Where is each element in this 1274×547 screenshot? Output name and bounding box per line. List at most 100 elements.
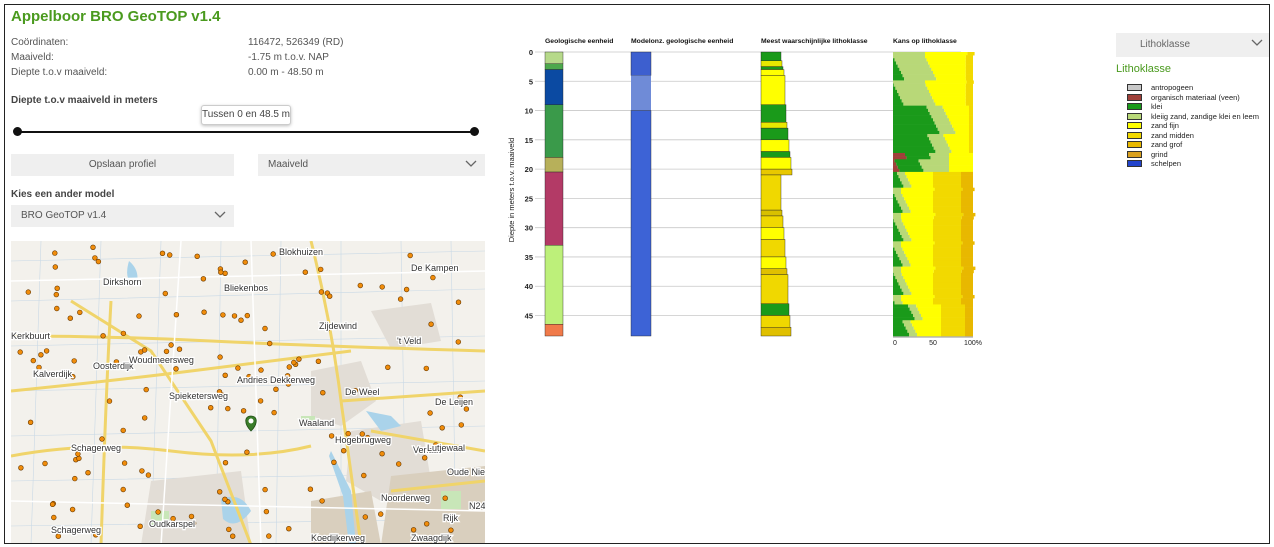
borehole-dot[interactable] <box>92 255 98 261</box>
borehole-dot[interactable] <box>124 502 131 508</box>
borehole-dot[interactable] <box>385 364 391 371</box>
borehole-dot[interactable] <box>242 259 248 265</box>
borehole-dot[interactable] <box>200 393 206 399</box>
borehole-dot[interactable] <box>270 251 276 257</box>
borehole-dot[interactable] <box>266 533 272 539</box>
borehole-dot[interactable] <box>190 520 197 526</box>
borehole-dot[interactable] <box>318 266 324 273</box>
borehole-dot[interactable] <box>302 269 308 275</box>
borehole-dot[interactable] <box>170 515 176 522</box>
borehole-dot[interactable] <box>120 330 127 337</box>
borehole-dot[interactable] <box>262 325 268 332</box>
borehole-dot[interactable] <box>361 472 367 479</box>
borehole-dot[interactable] <box>318 289 325 295</box>
borehole-dot[interactable] <box>70 374 76 380</box>
borehole-dot[interactable] <box>286 364 292 370</box>
borehole-dot[interactable] <box>433 442 439 448</box>
borehole-dot[interactable] <box>120 486 126 493</box>
borehole-dot[interactable] <box>457 394 463 400</box>
borehole-dot[interactable] <box>397 296 404 302</box>
borehole-dot[interactable] <box>168 342 174 348</box>
borehole-dot[interactable] <box>284 373 291 379</box>
borehole-dot[interactable] <box>216 389 223 395</box>
borehole-dot[interactable] <box>455 299 462 305</box>
borehole-dot[interactable] <box>267 340 273 347</box>
borehole-dot[interactable] <box>263 508 270 515</box>
borehole-dot[interactable] <box>410 527 417 533</box>
borehole-dot[interactable] <box>379 451 385 457</box>
borehole-dot[interactable] <box>17 349 23 355</box>
borehole-dot[interactable] <box>226 526 232 533</box>
borehole-dot[interactable] <box>194 253 200 259</box>
borehole-dot[interactable] <box>244 312 251 319</box>
borehole-dot[interactable] <box>291 359 297 366</box>
borehole-dot[interactable] <box>319 498 325 504</box>
borehole-dot[interactable] <box>424 521 430 527</box>
borehole-dot[interactable] <box>43 348 50 354</box>
borehole-dot[interactable] <box>240 408 247 414</box>
borehole-dot[interactable] <box>72 475 78 482</box>
reference-select[interactable]: Maaiveld <box>258 154 485 176</box>
borehole-dot[interactable] <box>407 252 413 259</box>
borehole-dot[interactable] <box>217 354 223 360</box>
borehole-dot[interactable] <box>222 496 228 502</box>
borehole-dot[interactable] <box>273 386 279 393</box>
borehole-dot[interactable] <box>167 252 173 258</box>
borehole-dot[interactable] <box>218 269 224 275</box>
borehole-dot[interactable] <box>315 358 322 365</box>
borehole-dot[interactable] <box>257 398 264 404</box>
map-canvas[interactable]: Blokhuizen Dirkshorn Bliekenbos De Kampen Zi… <box>11 241 485 544</box>
save-profile-button[interactable]: Opslaan profiel <box>11 154 234 176</box>
borehole-dot[interactable] <box>238 317 244 323</box>
borehole-dot[interactable] <box>463 406 470 412</box>
borehole-dot[interactable] <box>49 501 56 507</box>
borehole-dot[interactable] <box>455 339 461 345</box>
borehole-dot[interactable] <box>69 506 76 513</box>
borehole-dot[interactable] <box>341 448 347 454</box>
borehole-dot[interactable] <box>403 286 410 293</box>
borehole-dot[interactable] <box>231 313 238 319</box>
borehole-dot[interactable] <box>55 533 61 539</box>
borehole-dot[interactable] <box>54 305 60 312</box>
borehole-dot[interactable] <box>95 258 102 265</box>
borehole-dot[interactable] <box>439 425 445 431</box>
borehole-dot[interactable] <box>139 468 145 474</box>
borehole-dot[interactable] <box>71 358 77 364</box>
borehole-dot[interactable] <box>379 284 385 290</box>
borehole-dot[interactable] <box>331 459 337 466</box>
borehole-dot[interactable] <box>225 405 231 412</box>
borehole-dot[interactable] <box>286 526 292 532</box>
borehole-dot[interactable] <box>173 366 179 372</box>
borehole-dot[interactable] <box>244 449 250 455</box>
borehole-dot[interactable] <box>422 455 428 461</box>
borehole-dot[interactable] <box>67 315 73 321</box>
borehole-dot[interactable] <box>246 373 252 380</box>
borehole-dot[interactable] <box>378 511 384 517</box>
borehole-dot[interactable] <box>38 352 44 358</box>
borehole-dot[interactable] <box>258 367 264 373</box>
borehole-dot[interactable] <box>90 244 96 251</box>
borehole-dot[interactable] <box>155 509 161 515</box>
borehole-dot[interactable] <box>42 460 48 467</box>
borehole-dot[interactable] <box>222 460 229 466</box>
borehole-dot[interactable] <box>352 388 359 394</box>
borehole-dot[interactable] <box>51 514 57 521</box>
borehole-dot[interactable] <box>428 321 434 327</box>
borehole-dot[interactable] <box>77 309 83 316</box>
borehole-dot[interactable] <box>75 451 81 457</box>
borehole-markers[interactable] <box>17 244 470 539</box>
borehole-dot[interactable] <box>427 410 433 416</box>
borehole-dot[interactable] <box>442 495 448 501</box>
borehole-dot[interactable] <box>159 250 166 256</box>
borehole-dot[interactable] <box>364 434 371 441</box>
borehole-dot[interactable] <box>357 282 363 289</box>
borehole-dot[interactable] <box>120 427 126 434</box>
model-select[interactable]: BRO GeoTOP v1.4 <box>11 205 234 227</box>
borehole-dot[interactable] <box>222 372 228 379</box>
borehole-dot[interactable] <box>141 347 148 353</box>
borehole-dot[interactable] <box>271 409 277 416</box>
borehole-dot[interactable] <box>448 527 454 533</box>
borehole-dot[interactable] <box>188 513 195 520</box>
borehole-dot[interactable] <box>220 312 226 318</box>
depth-slider-max-handle[interactable] <box>470 127 479 136</box>
